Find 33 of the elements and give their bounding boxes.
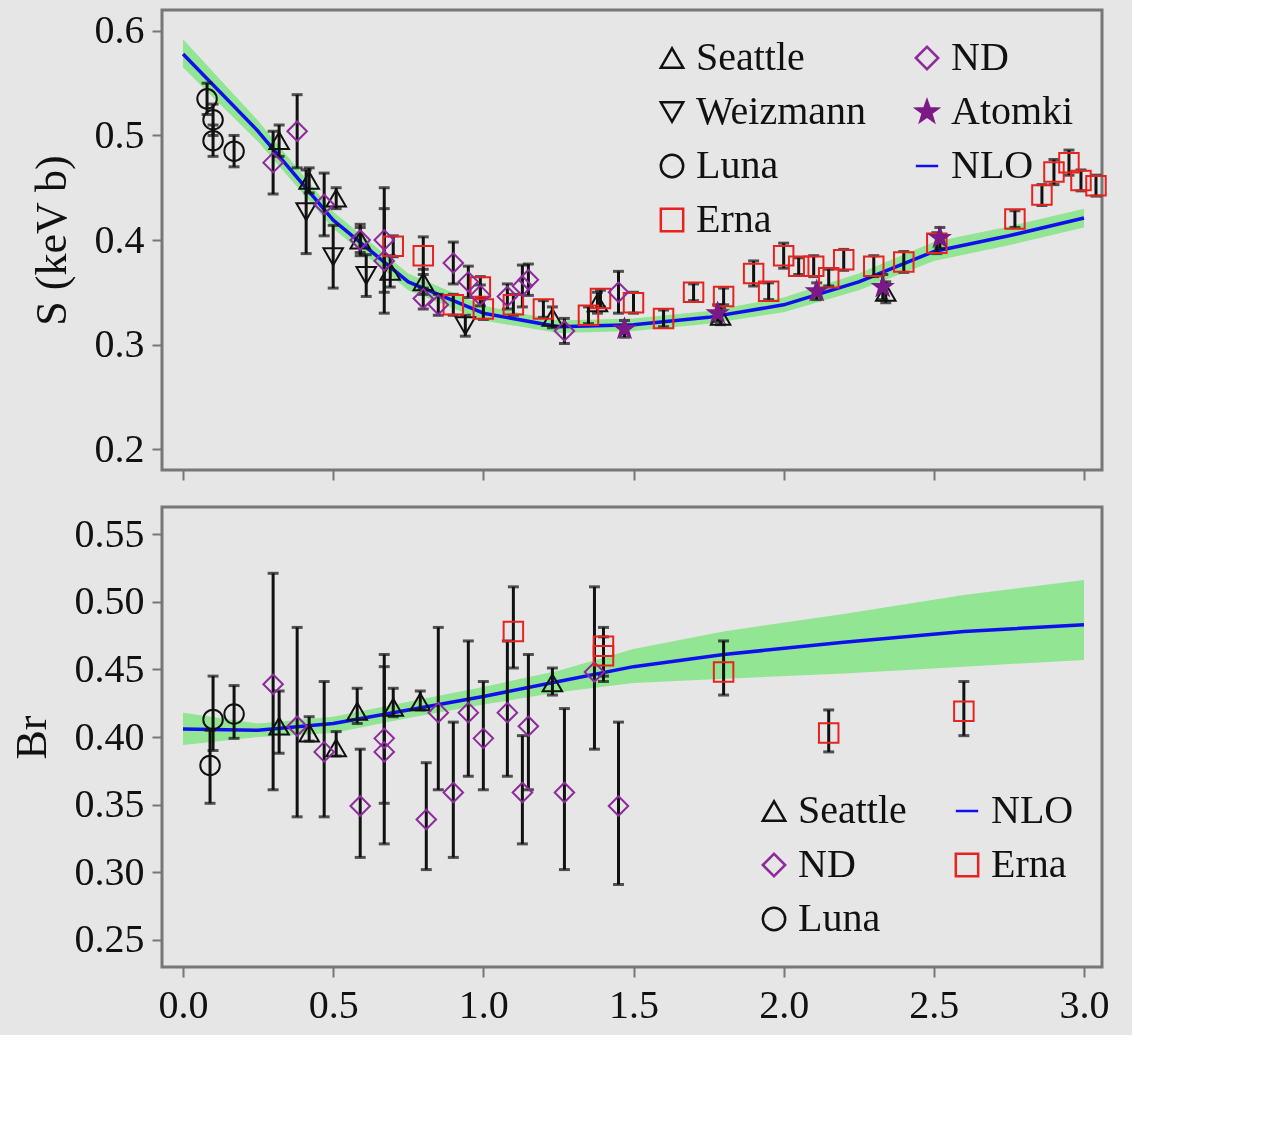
legend-label: Luna xyxy=(798,895,881,940)
legend-label: Seattle xyxy=(798,787,907,832)
y-tick-label: 0.3 xyxy=(94,321,145,367)
legend-label: Erna xyxy=(696,196,772,241)
legend-label: ND xyxy=(798,841,856,886)
legend-label: Luna xyxy=(696,142,779,187)
y-tick-label: 0.35 xyxy=(74,781,145,827)
legend-label: Weizmann xyxy=(696,88,867,133)
legend-label: Seattle xyxy=(696,34,805,79)
y-axis-title: S (keV b) xyxy=(26,155,76,326)
y-tick-label: 0.40 xyxy=(74,713,145,759)
y-tick-label: 0.25 xyxy=(74,916,145,962)
y-tick-label: 0.45 xyxy=(74,645,145,691)
y-tick-label: 0.30 xyxy=(74,848,145,894)
x-tick-label: 0.5 xyxy=(308,981,359,1027)
x-tick-label: 2.0 xyxy=(759,981,810,1027)
y-tick-label: 0.55 xyxy=(74,510,145,556)
x-tick-label: 2.5 xyxy=(909,981,960,1027)
y-tick-label: 0.50 xyxy=(74,578,145,624)
y-tick-label: 0.6 xyxy=(94,7,145,53)
legend-label: NLO xyxy=(991,787,1074,832)
y-tick-label: 0.4 xyxy=(94,216,145,262)
x-tick-label: 1.5 xyxy=(609,981,659,1027)
legend-label: Atomki xyxy=(951,88,1074,133)
y-tick-label: 0.2 xyxy=(94,425,145,471)
x-tick-label: 0.0 xyxy=(158,981,209,1027)
legend-label: Erna xyxy=(991,841,1067,886)
x-tick-label: 1.0 xyxy=(458,981,509,1027)
y-axis-title: Br xyxy=(6,715,56,760)
legend-label: NLO xyxy=(951,142,1034,187)
y-tick-label: 0.5 xyxy=(94,111,145,157)
legend-label: ND xyxy=(951,34,1009,79)
x-tick-label: 3.0 xyxy=(1059,981,1110,1027)
